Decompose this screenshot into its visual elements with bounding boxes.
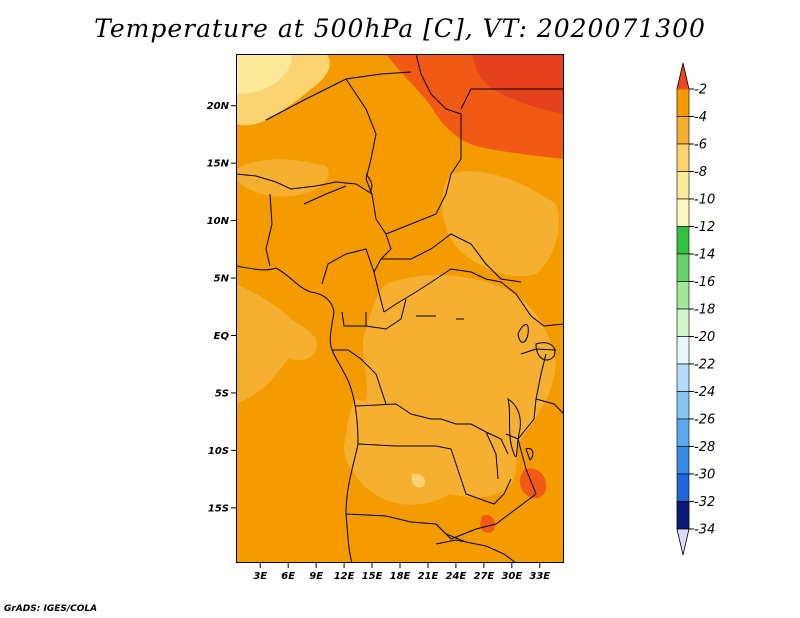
colorbar-label: -12 — [694, 220, 715, 235]
lat-tick-label: 20N — [207, 101, 230, 112]
colorbar-label: -22 — [694, 358, 715, 373]
colorbar-bin-lowest — [676, 501, 690, 530]
colorbar-bin — [676, 143, 690, 172]
colorbar-bin — [676, 391, 690, 420]
lon-tick-label: 33E — [529, 571, 550, 582]
field-warm-spot-s — [480, 514, 496, 533]
lon-tick-label: 3E — [253, 571, 267, 582]
lon-tick-label: 18E — [390, 571, 411, 582]
colorbar-bin — [676, 308, 690, 337]
lat-tick-label: EQ — [214, 331, 230, 342]
colorbar-bin — [676, 253, 690, 282]
grads-credit: GrADS: IGES/COLA — [4, 604, 98, 614]
colorbar-label: -30 — [694, 468, 715, 483]
colorbar-label: -6 — [694, 138, 707, 153]
colorbar-bin — [676, 281, 690, 310]
colorbar-label: -4 — [694, 110, 707, 125]
colorbar-bin — [676, 473, 690, 502]
colorbar-label: -14 — [694, 248, 715, 263]
lat-tick-label: 15S — [208, 503, 229, 514]
lat-tick-label: 10S — [208, 446, 229, 457]
lon-tick-label: 12E — [334, 571, 355, 582]
field-minus6-south — [346, 399, 462, 505]
colorbar-bin — [676, 171, 690, 200]
colorbar-label: -28 — [694, 440, 715, 455]
colorbar-label: -2 — [694, 83, 707, 98]
colorbar-bin — [676, 418, 690, 447]
map-frame — [236, 54, 564, 563]
colorbar-label: -26 — [694, 413, 715, 428]
colorbar-bin — [676, 336, 690, 365]
lat-tick-label: 10N — [207, 216, 230, 227]
lon-tick-label: 9E — [309, 571, 323, 582]
colorbar-label: -8 — [694, 165, 707, 180]
field-minus10-nw — [236, 54, 292, 94]
field-warm-spot-se — [519, 468, 547, 499]
lakes — [365, 173, 556, 461]
colorbar-bin — [676, 226, 690, 255]
colorbar-bin — [676, 363, 690, 392]
field-minus6-west — [236, 284, 296, 404]
country-borders — [236, 54, 564, 563]
colorbar-label: -32 — [694, 495, 715, 510]
lon-tick-label: 30E — [501, 571, 522, 582]
lon-tick-label: 27E — [473, 571, 494, 582]
map-title: Temperature at 500hPa [C], VT: 202007130… — [94, 14, 706, 43]
temperature-map — [236, 54, 564, 563]
lon-tick-label: 24E — [446, 571, 467, 582]
colorbar-bin — [676, 198, 690, 227]
colorbar-label: -10 — [694, 193, 715, 208]
colorbar-label: -24 — [694, 385, 715, 400]
field-minus6-gulf — [261, 309, 317, 361]
lat-tick-label: 5S — [215, 388, 229, 399]
colorbar-bottom-arrow — [676, 528, 690, 556]
colorbar-label: -18 — [694, 303, 715, 318]
lat-tick-label: 5N — [214, 274, 230, 285]
lat-tick-label: 15N — [207, 159, 230, 170]
colorbar-bin — [676, 116, 690, 145]
lon-tick-label: 21E — [418, 571, 439, 582]
colorbar-label: -16 — [694, 275, 715, 290]
colorbar-label: -34 — [694, 523, 715, 538]
lon-tick-label: 15E — [362, 571, 383, 582]
colorbar-bin-edge — [677, 88, 689, 90]
field-minus6-north — [442, 171, 559, 277]
colorbar-label: -20 — [694, 330, 715, 345]
colorbar-bin — [676, 446, 690, 475]
field-minus2-core — [472, 54, 564, 114]
lon-tick-label: 6E — [281, 571, 295, 582]
colorbar-top-arrow — [676, 62, 690, 90]
field-cool-spot — [411, 473, 426, 488]
colorbar-bin — [676, 88, 690, 117]
